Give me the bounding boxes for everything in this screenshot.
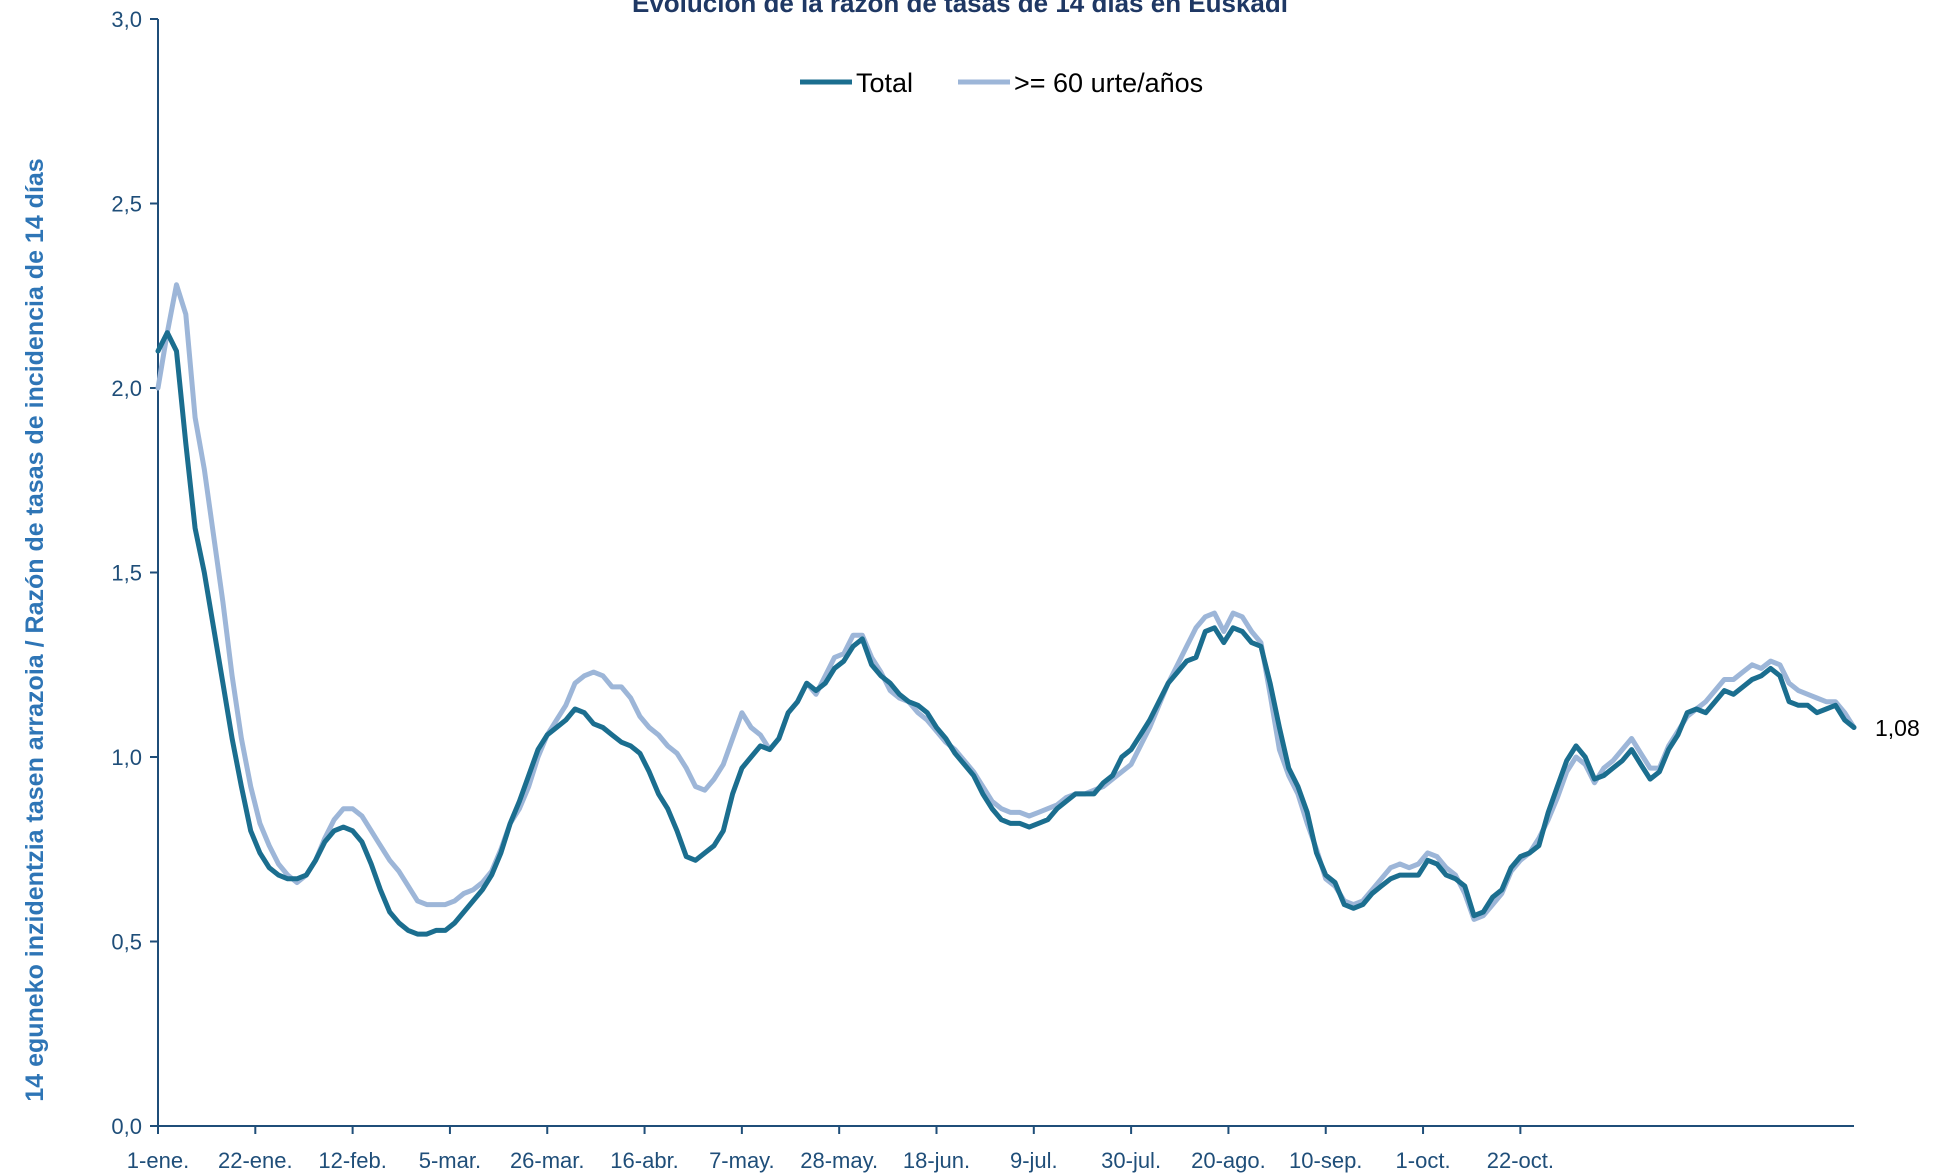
series-line-total (155, 330, 1857, 937)
x-tick-label: 5-mar. (419, 1148, 481, 1173)
y-tick-label: 2,0 (111, 376, 142, 401)
end-value-label: 1,08 (1875, 715, 1920, 741)
x-tick-label: 16-abr. (610, 1148, 679, 1173)
y-tick-label: 1,5 (111, 561, 142, 586)
series-line-60plus (155, 282, 1857, 922)
x-tick-label: 18-jun. (903, 1148, 970, 1173)
y-tick-label: 2,5 (111, 192, 142, 217)
legend: Total >= 60 urte/años (800, 68, 1203, 98)
x-tick-label: 12-feb. (318, 1148, 387, 1173)
y-tick-label: 1,0 (111, 745, 142, 770)
x-tick-label: 20-ago. (1191, 1148, 1266, 1173)
x-tick-label: 1-oct. (1396, 1148, 1451, 1173)
x-tick-label: 7-may. (709, 1148, 775, 1173)
legend-label-60plus: >= 60 urte/años (1014, 68, 1203, 98)
x-tick-label: 22-ene. (218, 1148, 293, 1173)
y-tick-label: 3,0 (111, 7, 142, 32)
x-tick-label: 26-mar. (510, 1148, 585, 1173)
x-tick-label: 9-jul. (1010, 1148, 1058, 1173)
chart-title: Evolución de la razón de tasas de 14 día… (632, 0, 1288, 18)
legend-label-total: Total (856, 68, 913, 98)
x-tick-label: 30-jul. (1101, 1148, 1161, 1173)
x-tick-label: 10-sep. (1289, 1148, 1362, 1173)
y-axis-label: 14 eguneko inzidentzia tasen arrazoia / … (21, 158, 49, 1101)
y-tick-label: 0,0 (111, 1114, 142, 1139)
x-tick-label: 28-may. (800, 1148, 878, 1173)
y-tick-label: 0,5 (111, 930, 142, 955)
x-tick-label: 1-ene. (127, 1148, 189, 1173)
x-tick-label: 22-oct. (1487, 1148, 1554, 1173)
